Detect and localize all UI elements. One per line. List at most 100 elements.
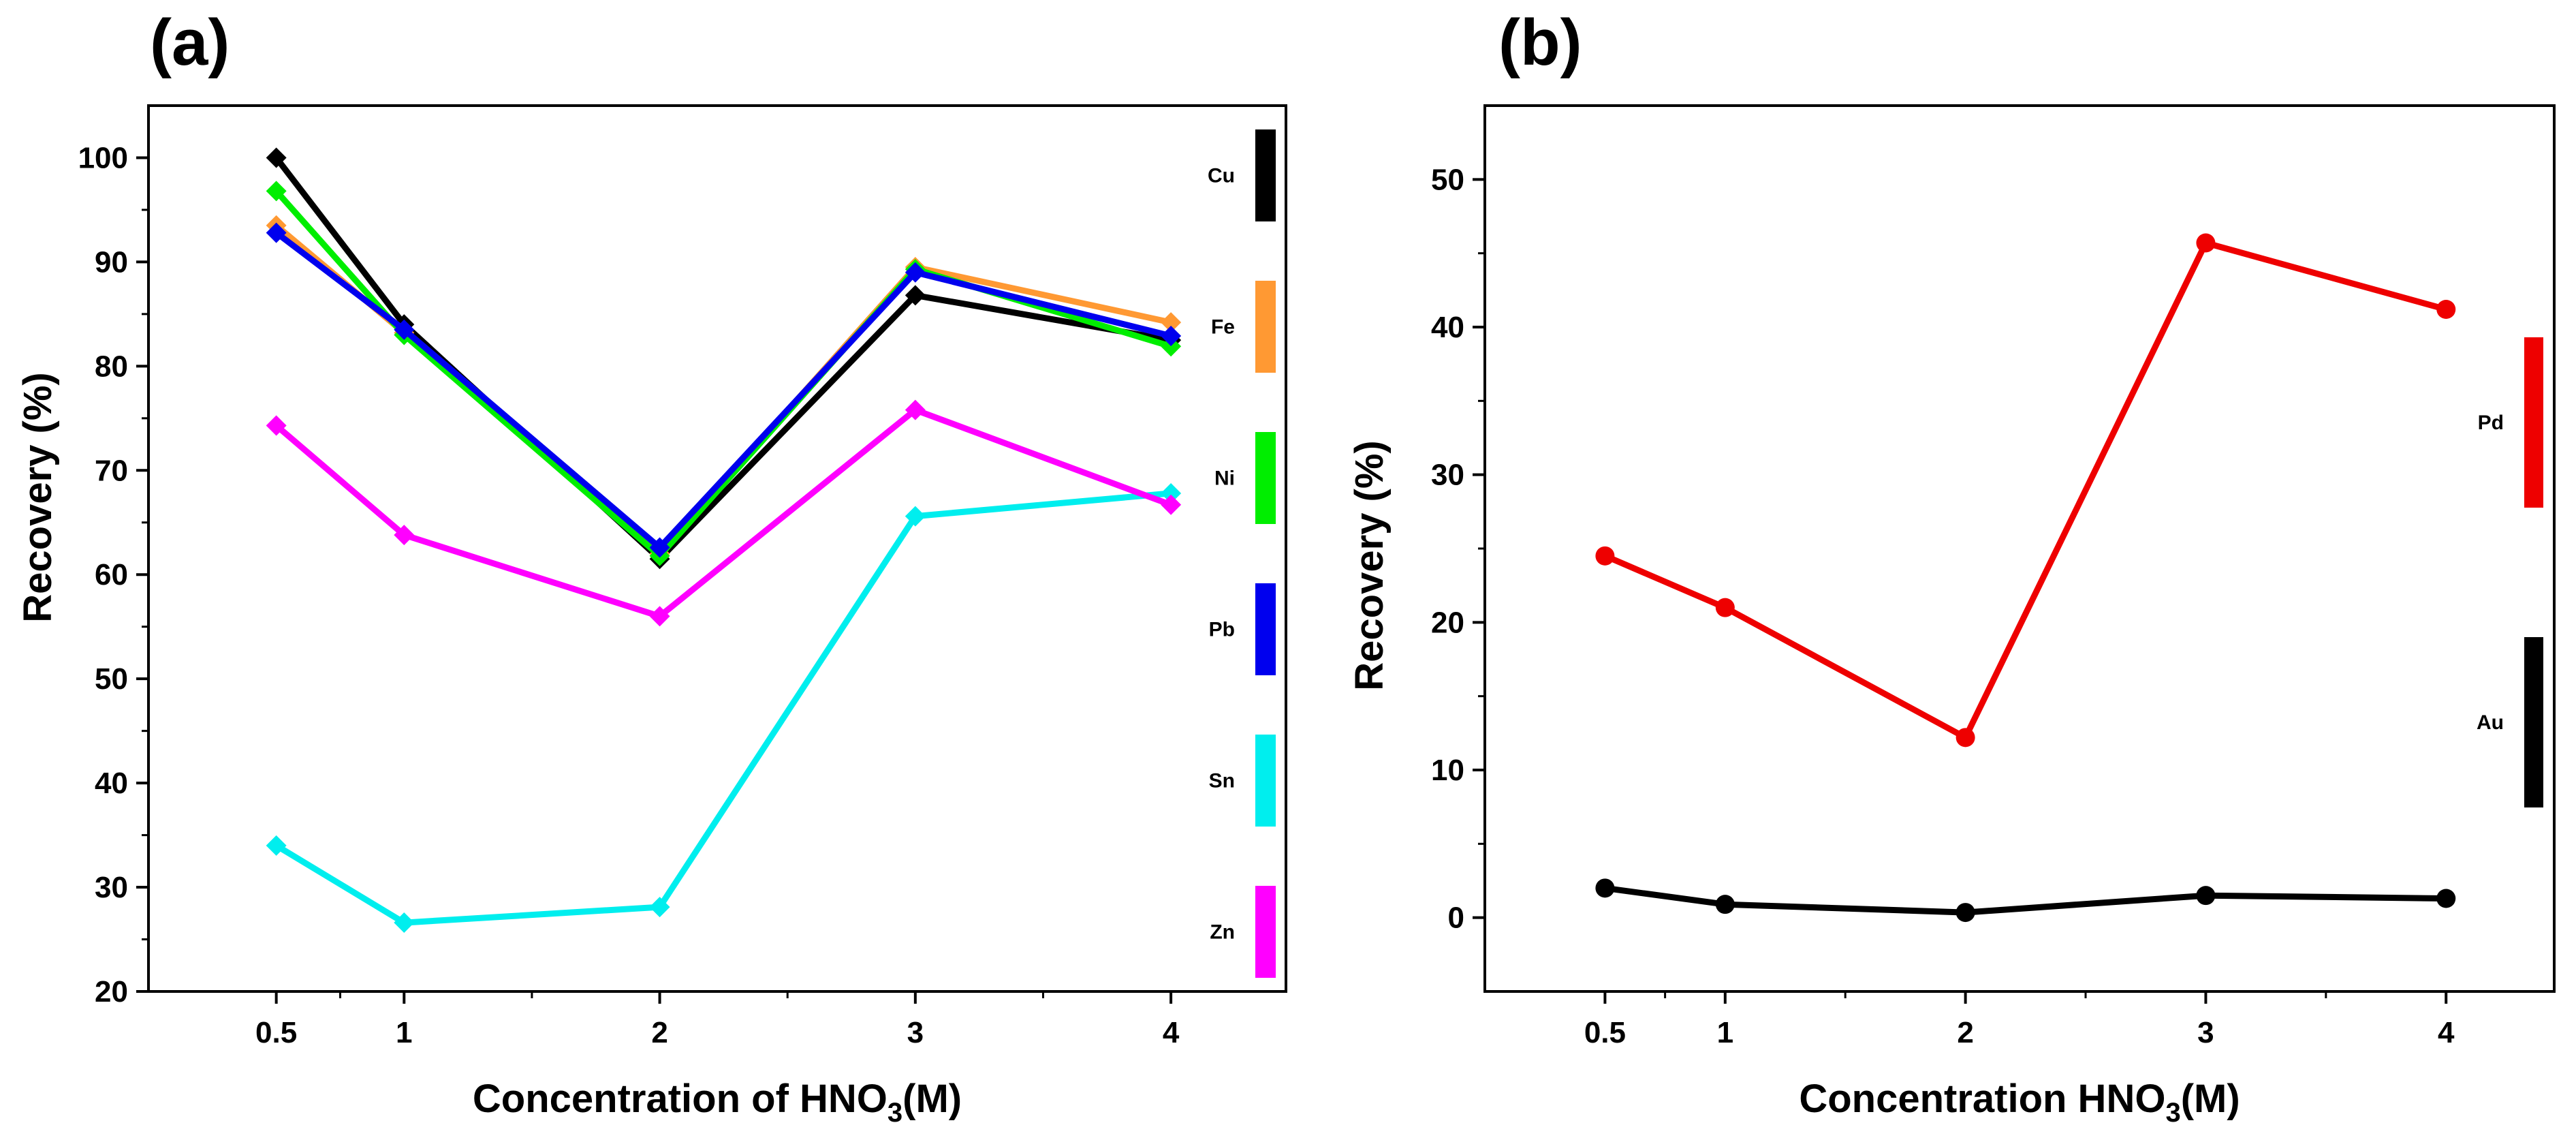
panel-a-y-tick-label: 100	[78, 141, 128, 174]
panel-a-legend-label-cu: Cu	[1208, 165, 1235, 187]
panel-a-y-tick-label: 40	[95, 767, 128, 800]
panel-b-x-axis-label-main: Concentration HNO	[1799, 1077, 2165, 1121]
panel-a-y-tick-label: 60	[95, 558, 128, 591]
panel-a-plot-frame	[147, 104, 1287, 993]
panel-a-legend-swatch-sn	[1255, 735, 1276, 827]
panel-b-y-tick-label: 30	[1431, 459, 1464, 492]
panel-b-x-tick-label: 3	[2197, 1016, 2214, 1049]
panel-a-legend-label-sn: Sn	[1209, 770, 1235, 792]
panel-a-series-line-zn	[274, 407, 1172, 619]
panel-b-point-au	[2436, 889, 2456, 908]
panel-a-legend-label-fe: Fe	[1211, 316, 1235, 339]
panel-b-x-tick-label: 4	[2438, 1016, 2455, 1049]
panel-b-y-tick-label: 50	[1431, 163, 1464, 196]
panel-b-point-au	[2196, 886, 2216, 906]
panel-a-x-tick-label: 2	[651, 1016, 667, 1049]
panel-a-x-axis-label-sub: 3	[888, 1098, 902, 1128]
panel-b-x-tick-label: 2	[1957, 1016, 1973, 1049]
panel-a-legend-swatch-zn	[1255, 886, 1276, 978]
panel-a-series-line-sn	[274, 490, 1172, 926]
panel-a-series-line-ni	[274, 189, 1172, 559]
panel-a-series-line-cu	[274, 155, 1172, 562]
panel-a-point-pb	[394, 319, 415, 340]
panel-a-point-zn	[266, 415, 287, 436]
panel-b-y-tick-label: 0	[1448, 902, 1464, 935]
panel-b-y-tick-label: 10	[1431, 754, 1464, 787]
panel-a-legend-swatch-cu	[1255, 129, 1276, 221]
panel-a-point-sn	[394, 912, 415, 934]
panel-a-point-ni	[266, 181, 287, 202]
panel-a-point-fe	[1161, 312, 1182, 333]
panel-a-point-zn	[1161, 494, 1182, 515]
panel-a-legend-swatch-pb	[1255, 583, 1276, 675]
panel-a-legend-label-ni: Ni	[1214, 467, 1235, 490]
panel-a-legend-swatch-ni	[1255, 432, 1276, 524]
panel-a-point-zn	[649, 606, 670, 627]
panel-a-point-zn	[905, 399, 926, 420]
panel-b-point-pd	[2196, 233, 2216, 253]
panel-b-series-line-pd	[1603, 240, 2447, 741]
panel-b-y-axis-label: Recovery (%)	[1347, 440, 1392, 690]
panel-a-point-sn	[1161, 482, 1182, 504]
chart-panel-b: (b) 0 10 20 30 40 50 0.5 1 2 3 4 Pd Au Recovery (%)…	[1347, 6, 2556, 1128]
panel-a-y-tick-label: 20	[95, 975, 128, 1008]
panel-a-point-pb	[649, 537, 670, 558]
panel-a-y-tick-label: 70	[95, 454, 128, 487]
panel-b-y-tick-label: 40	[1431, 311, 1464, 344]
panel-a-label: (a)	[150, 6, 230, 79]
panel-a-point-pb	[1161, 326, 1182, 346]
panel-b-y-tick-label: 20	[1431, 606, 1464, 639]
panel-b-x-axis-label: Concentration HNO3(M)	[1799, 1077, 2240, 1128]
panel-a-x-axis-label-main: Concentration of HNO	[473, 1077, 888, 1121]
panel-b-legend: Pd Au	[2477, 337, 2543, 807]
panel-a-y-tick-label: 90	[95, 245, 128, 279]
panel-b-x-axis-label-sub: 3	[2165, 1098, 2180, 1128]
panel-a-axes: 20 30 40 50 60 70 80 90 100 0.5 1 2 3 4	[78, 141, 1180, 1049]
panel-a-y-tick-label: 80	[95, 350, 128, 383]
panel-a-point-sn	[649, 897, 670, 918]
panel-b-series-group	[1595, 233, 2456, 923]
panel-b-legend-swatch-pd	[2524, 337, 2543, 508]
panel-b-x-axis-label-tail: (M)	[2181, 1077, 2240, 1121]
panel-a-x-tick-label: 1	[396, 1016, 412, 1049]
panel-b-axes: 0 10 20 30 40 50 0.5 1 2 3 4	[1431, 163, 2455, 1049]
panel-b-label: (b)	[1498, 6, 1582, 79]
panel-b-point-au	[1715, 895, 1735, 914]
panel-b-plot-frame	[1483, 104, 2556, 993]
panel-b-point-pd	[1955, 728, 1975, 748]
panel-b-legend-label-au: Au	[2477, 711, 2504, 734]
panel-a-point-cu	[905, 285, 926, 306]
panel-a-x-tick-label: 0.5	[255, 1016, 297, 1049]
panel-b-point-pd	[1595, 546, 1615, 566]
panel-a-point-sn	[905, 506, 926, 527]
panel-a-x-axis-label-tail: (M)	[902, 1077, 962, 1121]
panel-a-x-tick-label: 3	[907, 1016, 924, 1049]
panel-a-point-zn	[394, 525, 415, 546]
panel-b-point-au	[1595, 878, 1615, 898]
panel-a-y-tick-label: 50	[95, 662, 128, 696]
panel-a-x-tick-label: 4	[1163, 1016, 1180, 1049]
panel-a-point-cu	[266, 147, 287, 168]
panel-a-point-pb	[266, 222, 287, 243]
panel-a-x-axis-label: Concentration of HNO3(M)	[473, 1077, 962, 1128]
panel-a-point-pb	[905, 262, 926, 283]
panel-a-y-axis-label: Recovery (%)	[16, 372, 60, 622]
panel-a-legend: Cu Fe Ni Pb Sn Zn	[1208, 129, 1276, 978]
panel-a-series-line-pb	[274, 230, 1172, 551]
panel-a-y-tick-label: 30	[95, 871, 128, 904]
panel-b-point-au	[1955, 903, 1975, 923]
panel-a-legend-swatch-fe	[1255, 281, 1276, 373]
panel-b-legend-label-pd: Pd	[2478, 412, 2504, 434]
panel-b-x-tick-label: 1	[1717, 1016, 1733, 1049]
panel-b-point-pd	[2436, 300, 2456, 319]
panel-b-legend-swatch-au	[2524, 637, 2543, 807]
chart-panel-a: (a) 20 30 40 50 60 70 80 90 100 0.5 1 2 3 4 Cu Fe Ni Pb S…	[16, 6, 1287, 1128]
panel-a-point-sn	[266, 835, 287, 856]
panel-b-x-tick-label: 0.5	[1584, 1016, 1626, 1049]
panel-a-point-ni	[1161, 336, 1182, 357]
panel-a-legend-label-pb: Pb	[1209, 619, 1235, 641]
panel-a-legend-label-zn: Zn	[1210, 921, 1235, 944]
panel-b-point-pd	[1715, 598, 1735, 617]
panel-a-series-group	[266, 147, 1182, 934]
